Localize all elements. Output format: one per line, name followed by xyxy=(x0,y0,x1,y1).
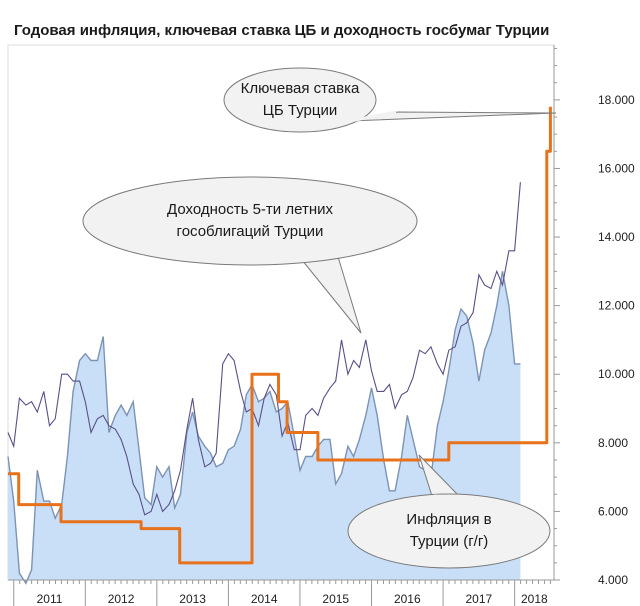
callout-text-line: Инфляция в xyxy=(406,511,491,528)
chart-title: Годовая инфляция, ключевая ставка ЦБ и д… xyxy=(14,22,550,39)
y-tick-label: 18.000 xyxy=(598,93,635,107)
callout-text-line: Турции (г/г) xyxy=(410,533,489,550)
callout-text-line: Доходность 5-ти летних xyxy=(167,201,333,218)
callouts-layer: Ключевая ставка ЦБ Турции Доходность 5-ти … xyxy=(82,67,557,569)
y-tick-label: 12.000 xyxy=(598,299,635,313)
lines-layer xyxy=(7,106,552,565)
y-tick-label: 10.000 xyxy=(598,367,635,381)
y-tick-label: 6.000 xyxy=(598,504,628,518)
x-tick-label: 2014 xyxy=(251,592,278,606)
callout-bubble xyxy=(347,493,551,569)
x-tick-label: 2017 xyxy=(466,592,493,606)
x-tick-label: 2012 xyxy=(108,592,135,606)
callout-joint-mask xyxy=(303,248,335,262)
x-tick-label: 2018 xyxy=(521,592,548,606)
callout-inflation: Инфляция в Турции (г/г) xyxy=(347,454,551,569)
callout-bubble xyxy=(223,67,377,133)
y-tick-label: 4.000 xyxy=(598,573,628,587)
y-tick-label: 8.000 xyxy=(598,436,628,450)
y-tick-label: 14.000 xyxy=(598,230,635,244)
axes-layer: 4.000 6.000 8.000 10.000 12.000 14.000 16.000 1… xyxy=(8,45,635,606)
y-tick-label: 16.000 xyxy=(598,161,635,175)
callout-bond: Доходность 5-ти летних гособлигаций Турци… xyxy=(82,176,418,334)
callout-key-rate: Ключевая ставка ЦБ Турции xyxy=(223,67,557,133)
callout-text-line: ЦБ Турции xyxy=(263,102,337,119)
callout-joint-mask xyxy=(433,494,459,499)
x-tick-label: 2011 xyxy=(37,592,63,606)
x-tick-label: 2013 xyxy=(179,592,206,606)
bond-yield-line xyxy=(7,182,521,516)
callout-bubble xyxy=(82,176,418,266)
callout-joint-mask xyxy=(349,110,397,123)
callout-text-line: Ключевая ставка xyxy=(241,80,360,97)
x-tick-label: 2016 xyxy=(394,592,421,606)
key-rate-line xyxy=(8,106,552,565)
callout-text-line: гособлигаций Турции xyxy=(177,223,324,240)
x-tick-label: 2015 xyxy=(322,592,349,606)
